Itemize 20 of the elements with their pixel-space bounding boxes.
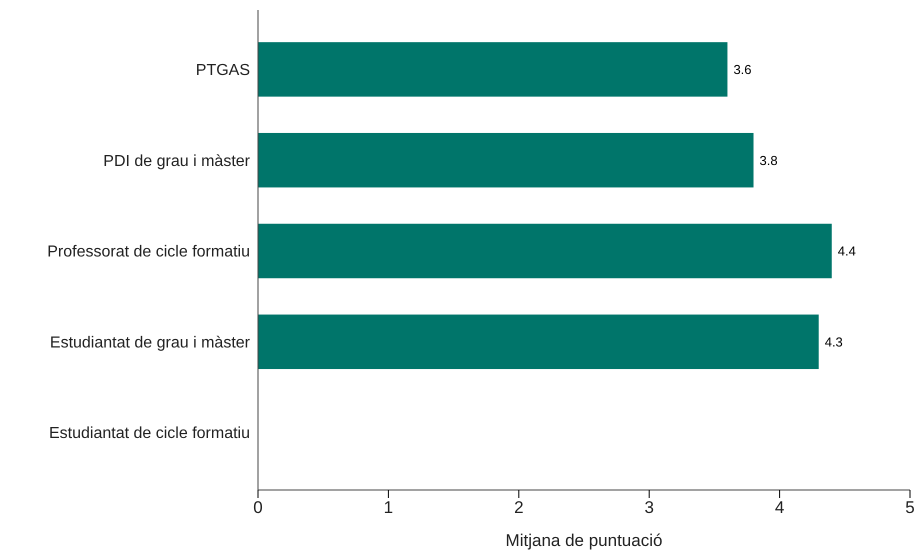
x-tick-label: 1 (384, 498, 394, 518)
y-tick-label: Estudiantat de grau i màster (50, 334, 251, 352)
bar (258, 314, 819, 370)
bar (258, 132, 754, 188)
data-label: 3.6 (733, 62, 752, 77)
x-tick-label: 5 (905, 498, 915, 518)
data-label: 4.4 (838, 244, 856, 259)
y-tick-label: Estudiantat de cicle formatiu (49, 425, 250, 442)
data-label: 3.8 (760, 152, 778, 168)
x-tick-label: 4 (774, 498, 784, 518)
x-tick-label: 0 (253, 498, 263, 518)
x-tick-label: 3 (644, 498, 654, 518)
bar (258, 224, 832, 278)
y-tick-label: Professorat de cicle formatiu (47, 244, 250, 261)
y-tick-label: PDI de grau i màster (103, 152, 251, 170)
x-tick-label: 2 (514, 498, 524, 518)
bar (258, 42, 728, 97)
data-label: 4.3 (824, 334, 843, 350)
x-axis-title: Mitjana de puntuació (506, 531, 662, 550)
y-tick-label: PTGAS (196, 62, 250, 79)
